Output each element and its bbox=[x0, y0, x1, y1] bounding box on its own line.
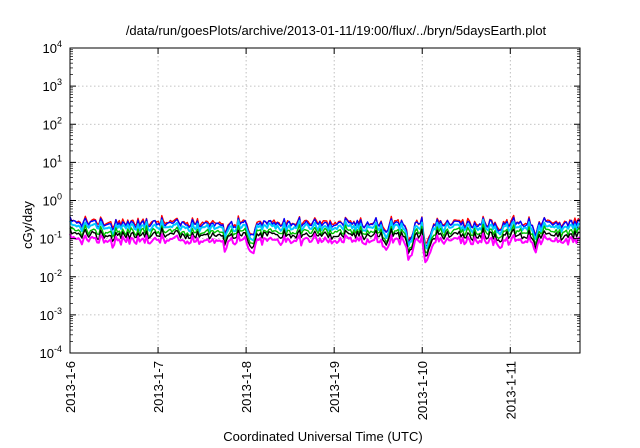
x-tick-label: 2013-1-10 bbox=[415, 361, 430, 420]
y-tick-label: 10-4 bbox=[40, 344, 62, 361]
x-tick-label: 2013-1-9 bbox=[327, 361, 342, 413]
y-tick-label: 100 bbox=[43, 192, 62, 209]
series-line bbox=[69, 227, 581, 257]
y-tick-label: 101 bbox=[43, 153, 62, 170]
x-tick-label: 2013-1-6 bbox=[63, 361, 78, 413]
x-tick-label: 2013-1-8 bbox=[239, 361, 254, 413]
y-tick-label: 10-3 bbox=[40, 306, 62, 323]
y-axis-ticks: 10-4 10-3 10-2 10-1 100 101 102 103 104 bbox=[40, 39, 580, 361]
series-line bbox=[69, 232, 581, 264]
x-axis-ticks: 2013-1-6 2013-1-7 2013-1-8 2013-1-9 2013-1-1… bbox=[63, 48, 518, 420]
y-tick-label: 10-1 bbox=[40, 230, 62, 247]
chart-title: /data/run/goesPlots/archive/2013-01-11/1… bbox=[126, 23, 547, 38]
series-line bbox=[69, 223, 581, 254]
series-line bbox=[69, 216, 581, 247]
series-group bbox=[69, 214, 581, 264]
y-tick-label: 104 bbox=[43, 39, 62, 56]
y-axis-label: cGy/day bbox=[20, 201, 35, 249]
y-tick-label: 103 bbox=[43, 77, 62, 94]
x-axis-label: Coordinated Universal Time (UTC) bbox=[223, 429, 422, 444]
series-line bbox=[69, 218, 581, 250]
y-tick-label: 102 bbox=[43, 115, 62, 132]
y-tick-label: 10-2 bbox=[40, 268, 62, 285]
x-tick-label: 2013-1-7 bbox=[151, 361, 166, 413]
grid bbox=[69, 48, 580, 353]
x-tick-label: 2013-1-11 bbox=[503, 361, 518, 419]
